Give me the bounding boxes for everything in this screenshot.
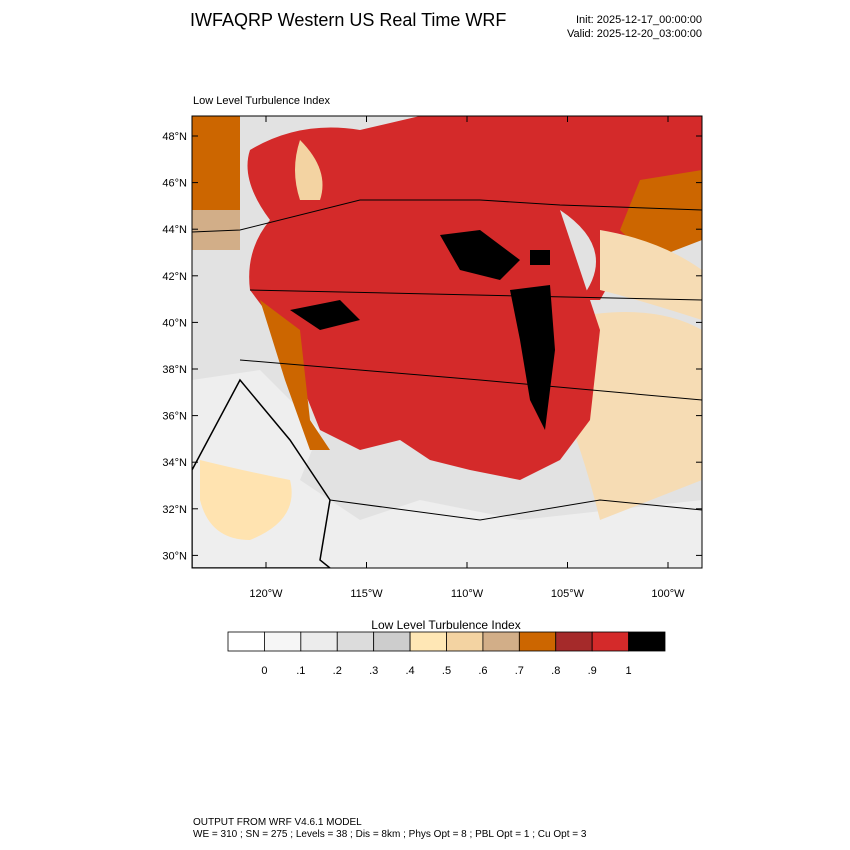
- lon-label: 105°W: [551, 588, 585, 600]
- lat-label: 46°N: [162, 178, 187, 190]
- lat-label: 32°N: [162, 504, 187, 516]
- colorbar-label: .9: [588, 665, 597, 677]
- map-title: Low Level Turbulence Index: [193, 95, 330, 107]
- init-time: Init: 2025-12-17_00:00:00: [576, 14, 702, 26]
- lon-label: 100°W: [651, 588, 685, 600]
- map-frame: [191, 115, 703, 569]
- lat-label: 30°N: [162, 550, 187, 562]
- colorbar-label: 0: [261, 665, 267, 677]
- colorbar-label: .1: [296, 665, 305, 677]
- lat-label: 48°N: [162, 131, 187, 143]
- colorbar-title: Low Level Turbulence Index: [371, 618, 520, 632]
- valid-time: Valid: 2025-12-20_03:00:00: [567, 28, 702, 40]
- footer-line: WE = 310 ; SN = 275 ; Levels = 38 ; Dis …: [193, 829, 587, 840]
- colorbar-box: [446, 631, 484, 652]
- colorbar-label: .5: [442, 665, 451, 677]
- colorbar-label: 1: [626, 665, 632, 677]
- colorbar-label: .2: [333, 665, 342, 677]
- lat-label: 34°N: [162, 457, 187, 469]
- lon-label: 115°W: [350, 588, 383, 600]
- lon-label: 120°W: [249, 588, 283, 600]
- colorbar-box: [591, 631, 629, 652]
- lat-label: 40°N: [162, 317, 187, 329]
- colorbar-label: .6: [478, 665, 487, 677]
- colorbar-box: [518, 631, 557, 652]
- lat-label: 36°N: [162, 411, 187, 423]
- colorbar-box: [300, 631, 338, 652]
- map-field: [192, 116, 702, 568]
- footer-line: OUTPUT FROM WRF V4.6.1 MODEL: [193, 817, 362, 828]
- colorbar-box: [336, 631, 375, 652]
- colorbar-label: .7: [515, 665, 524, 677]
- colorbar-label: .3: [369, 665, 378, 677]
- colorbar-box: [555, 631, 593, 652]
- colorbar-box: [227, 631, 265, 652]
- colorbar-box: [373, 631, 411, 652]
- lat-label: 42°N: [162, 271, 187, 283]
- colorbar-label: .4: [405, 665, 414, 677]
- colorbar-box: [409, 631, 447, 652]
- lon-label: 110°W: [451, 588, 484, 600]
- colorbar-box: [628, 631, 666, 652]
- title: IWFAQRP Western US Real Time WRF: [190, 10, 506, 30]
- lat-label: 44°N: [162, 224, 187, 236]
- lat-label: 38°N: [162, 364, 187, 376]
- colorbar-box: [482, 631, 520, 652]
- colorbar-box: [264, 631, 302, 652]
- colorbar-label: .8: [551, 665, 560, 677]
